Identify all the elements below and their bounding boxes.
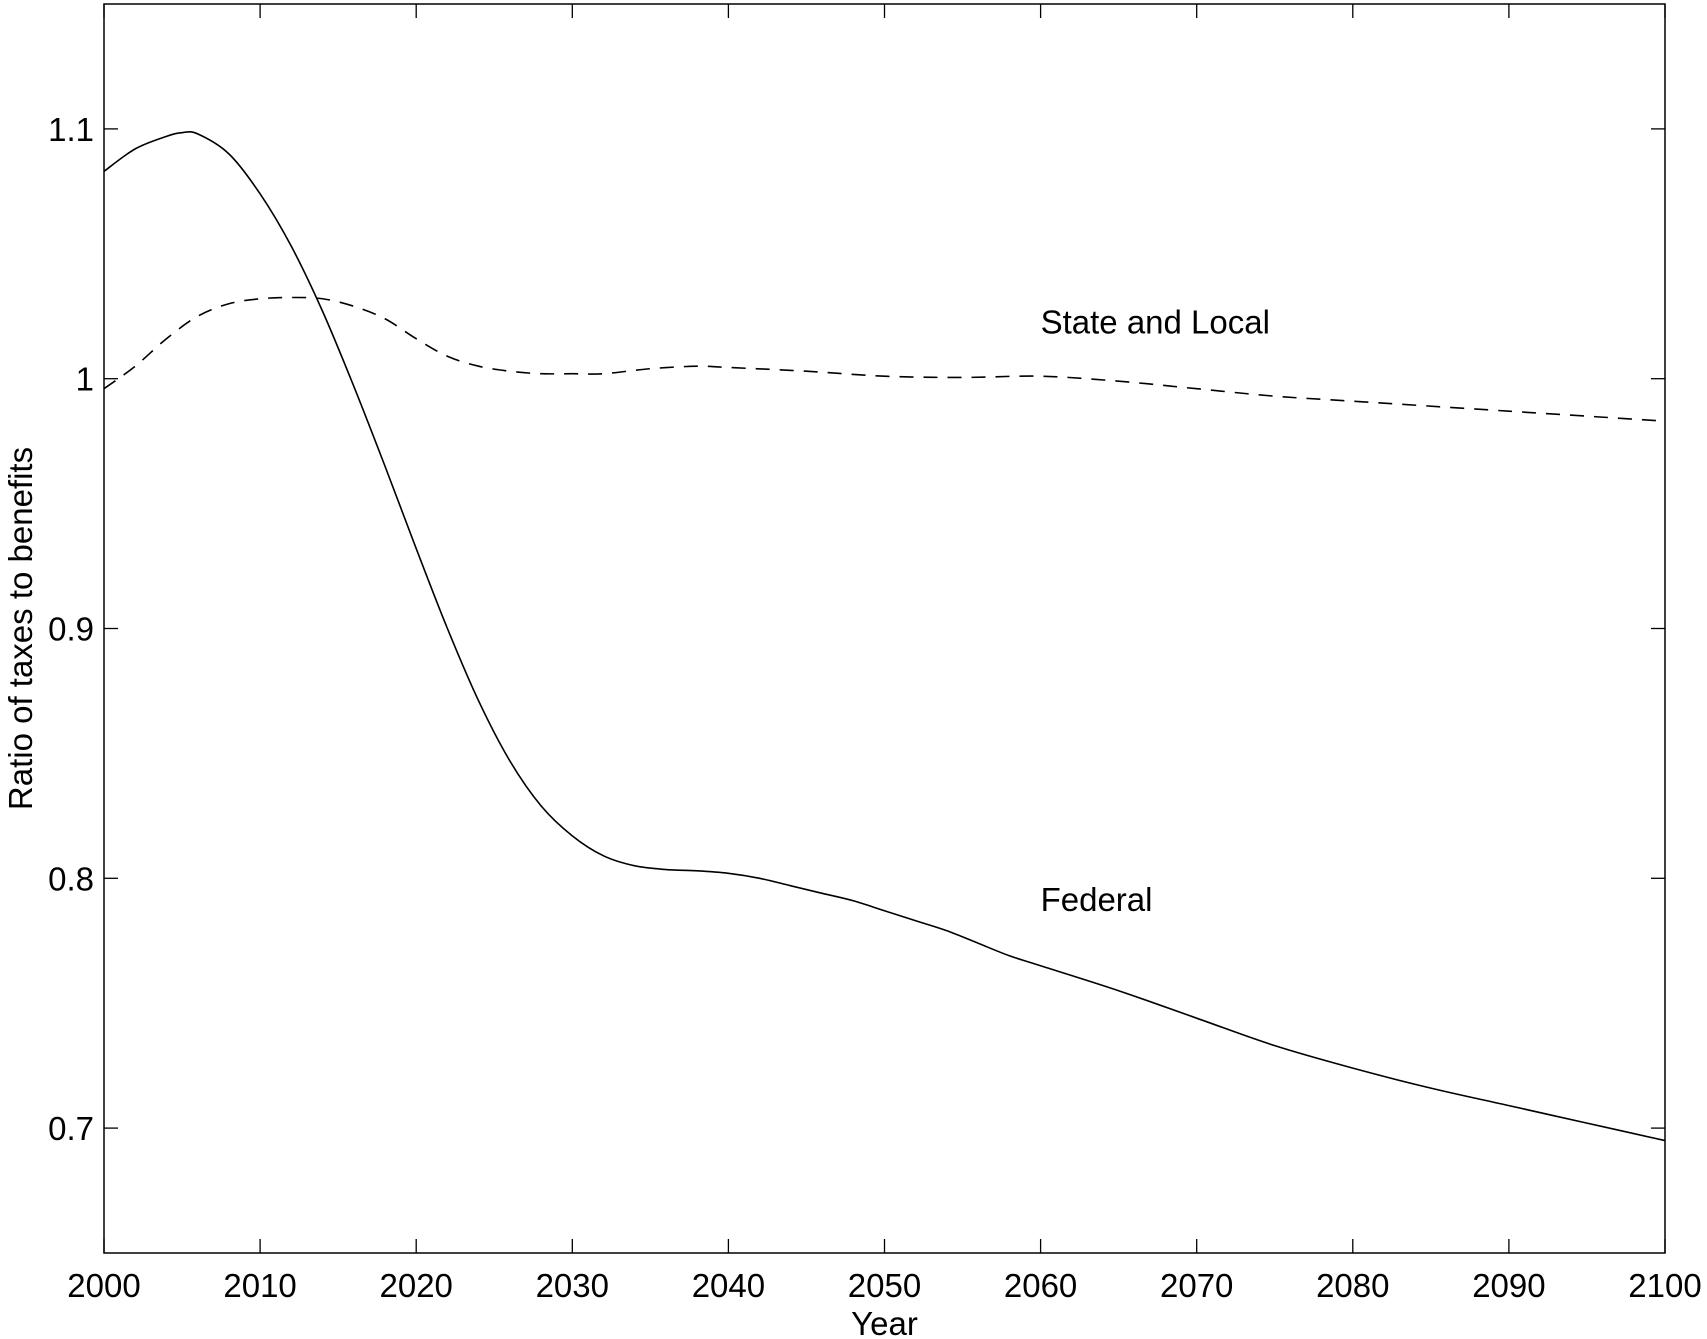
x-tick-label: 2000 xyxy=(67,1267,140,1304)
x-tick-label: 2020 xyxy=(379,1267,452,1304)
y-tick-label: 1 xyxy=(76,361,94,398)
plot-border xyxy=(103,3,1666,1254)
annotation-state_local_label: State and Local xyxy=(1041,304,1270,341)
x-tick-label: 2080 xyxy=(1316,1267,1389,1304)
x-axis: 2000 2010 2020 2030 2040 2050 2060 2070 2080 2090… xyxy=(67,4,1702,1304)
x-tick-label: 2010 xyxy=(223,1267,296,1304)
x-tick-label: 2040 xyxy=(692,1267,765,1304)
annotation-layer: State and Local Federal xyxy=(1041,304,1270,918)
x-axis-title: Year xyxy=(851,1305,918,1339)
y-tick-label: 1.1 xyxy=(48,111,94,148)
series-line-federal xyxy=(103,130,1666,1142)
x-tick-label: 2090 xyxy=(1472,1267,1545,1304)
plot-frame xyxy=(103,3,1666,1254)
annotation-federal_label: Federal xyxy=(1041,881,1153,918)
x-tick-label: 2050 xyxy=(848,1267,921,1304)
y-axis: 0.7 0.8 0.9 1 1.1 xyxy=(48,111,1665,1147)
y-tick-label: 0.8 xyxy=(48,860,94,897)
x-tick-label: 2030 xyxy=(536,1267,609,1304)
series-line-state_local xyxy=(103,296,1666,422)
series-layer xyxy=(103,130,1666,1142)
x-tick-label: 2100 xyxy=(1628,1267,1701,1304)
y-tick-label: 0.7 xyxy=(48,1110,94,1147)
x-tick-label: 2060 xyxy=(1004,1267,1077,1304)
y-axis-title: Ratio of taxes to benefits xyxy=(2,447,39,810)
y-tick-label: 0.9 xyxy=(48,611,94,648)
x-tick-label: 2070 xyxy=(1160,1267,1233,1304)
